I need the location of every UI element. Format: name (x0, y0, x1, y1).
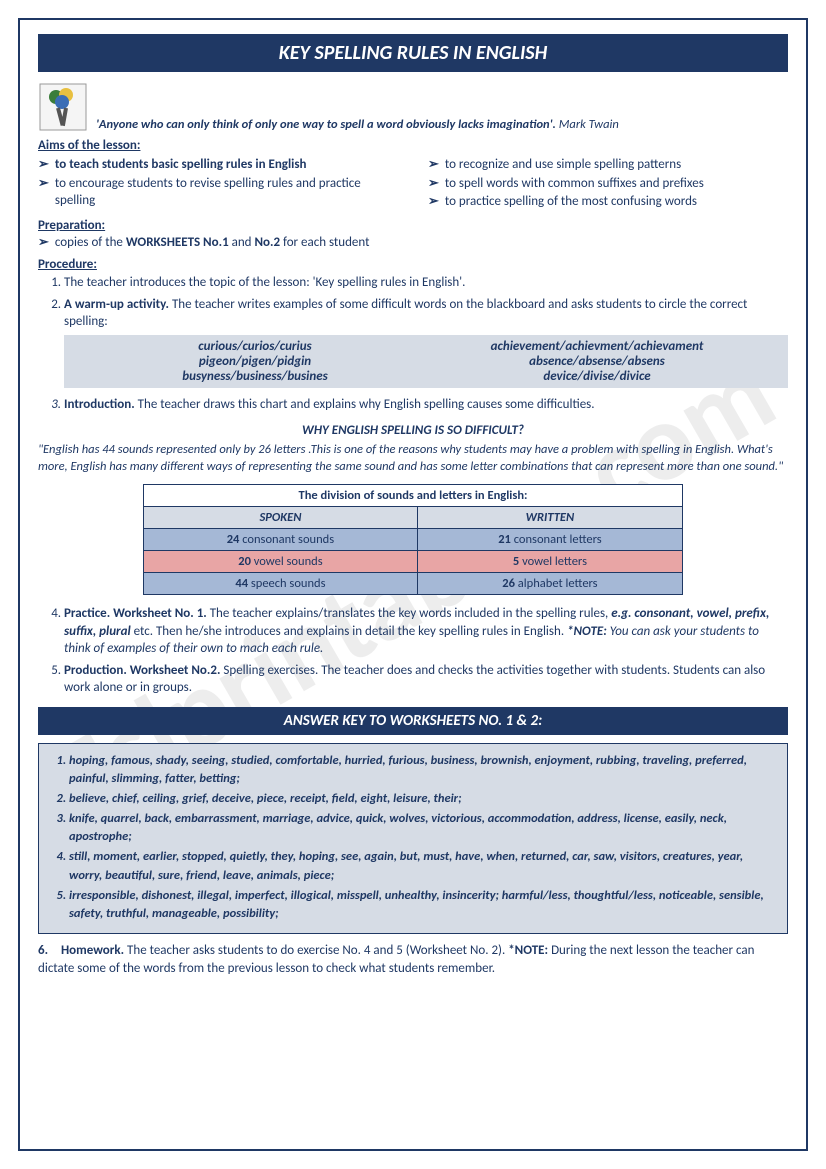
cell-txt: vowel sounds (251, 554, 323, 569)
aim-item: to spell words with common suffixes and … (445, 175, 704, 193)
answer-item: irresponsible, dishonest, illegal, imper… (69, 887, 777, 923)
hw-title: Homework. (61, 943, 124, 958)
cell-num: 24 (227, 532, 240, 547)
col-spoken: SPOKEN (144, 507, 418, 529)
aim-item: to recognize and use simple spelling pat… (445, 156, 681, 174)
proc-step-5: Production. Worksheet No.2. Spelling exe… (64, 662, 788, 697)
prep-post: for each student (280, 235, 369, 250)
aim-item: to encourage students to revise spelling… (55, 175, 398, 210)
step4-note-b: *NOTE: (567, 624, 607, 639)
step4-text2: etc. Then he/she introduces and explains… (131, 624, 567, 639)
cell-txt: alphabet letters (515, 576, 598, 591)
proc-label: Procedure: (38, 257, 788, 272)
arrow-icon: ➢ (428, 175, 439, 193)
hw-num: 6. (38, 942, 58, 960)
table-row: 44 speech sounds 26 alphabet letters (144, 573, 683, 595)
cell-num: 26 (502, 576, 515, 591)
cell-txt: consonant sounds (239, 532, 334, 547)
answer-item: still, moment, earlier, stopped, quietly… (69, 848, 777, 884)
proc-step-3: Introduction. The teacher draws this cha… (64, 396, 788, 414)
prep-mid: and (229, 235, 255, 250)
prep-text: copies of the WORKSHEETS No.1 and No.2 f… (55, 234, 370, 252)
hw-text: The teacher asks students to do exercise… (124, 943, 508, 958)
sounds-table: The division of sounds and letters in En… (143, 484, 683, 595)
procedure-list-2: Introduction. The teacher draws this cha… (38, 396, 788, 414)
warmup-item: curious/curios/curius (84, 339, 426, 354)
aims-grid: ➢ to teach students basic spelling rules … (38, 155, 788, 212)
warmup-left: curious/curios/curius pigeon/pigen/pidgi… (84, 339, 426, 384)
arrow-icon: ➢ (38, 234, 49, 252)
col-written: WRITTEN (417, 507, 682, 529)
step3-title: Introduction. (64, 397, 135, 412)
prep-b1: WORKSHEETS No.1 (126, 235, 229, 250)
warmup-item: device/divise/divice (426, 369, 768, 384)
answer-item: knife, quarrel, back, embarrassment, mar… (69, 810, 777, 846)
procedure-list-3: Practice. Worksheet No. 1. The teacher e… (38, 605, 788, 697)
proc-step-1: The teacher introduces the topic of the … (64, 274, 788, 292)
arrow-icon: ➢ (428, 193, 439, 211)
keys-icon (38, 82, 88, 132)
cell-txt: vowel letters (519, 554, 587, 569)
document-content: KEY SPELLING RULES IN ENGLISH 'Anyone wh… (38, 34, 788, 977)
why-text: "English has 44 sounds represented only … (38, 442, 788, 476)
step4-title: Practice. Worksheet No. 1. (64, 606, 207, 621)
answer-box: hoping, famous, shady, seeing, studied, … (38, 743, 788, 934)
answer-item: hoping, famous, shady, seeing, studied, … (69, 752, 777, 788)
arrow-icon: ➢ (38, 175, 49, 193)
quote-author: Mark Twain (559, 117, 619, 132)
proc-step-4: Practice. Worksheet No. 1. The teacher e… (64, 605, 788, 658)
cell-num: 44 (235, 576, 248, 591)
warmup-item: pigeon/pigen/pidgin (84, 354, 426, 369)
arrow-icon: ➢ (428, 156, 439, 174)
table-row: 24 consonant sounds 21 consonant letters (144, 529, 683, 551)
warmup-item: busyness/business/busines (84, 369, 426, 384)
hw-note-b: *NOTE: (508, 943, 548, 958)
aims-label: Aims of the lesson: (38, 138, 788, 153)
quote-text: 'Anyone who can only think of only one w… (96, 117, 619, 132)
warmup-box: curious/curios/curius pigeon/pigen/pidgi… (64, 335, 788, 388)
step4-text: The teacher explains/translates the key … (207, 606, 611, 621)
answer-key-title: ANSWER KEY TO WORKSHEETS NO. 1 & 2: (38, 707, 788, 735)
table-title: The division of sounds and letters in En… (144, 485, 683, 507)
arrow-icon: ➢ (38, 156, 49, 174)
homework-row: 6. Homework. The teacher asks students t… (38, 942, 788, 977)
table-row: 20 vowel sounds 5 vowel letters (144, 551, 683, 573)
step2-title: A warm-up activity. (64, 297, 169, 312)
quote-body: 'Anyone who can only think of only one w… (96, 117, 556, 132)
warmup-right: achievement/achievment/achievament absen… (426, 339, 768, 384)
cell-txt: consonant letters (511, 532, 602, 547)
step5-title: Production. Worksheet No.2. (64, 663, 220, 678)
quote-row: 'Anyone who can only think of only one w… (38, 82, 788, 132)
cell-num: 21 (498, 532, 511, 547)
prep-label: Preparation: (38, 218, 788, 233)
aim-item: to teach students basic spelling rules i… (55, 156, 307, 174)
page-title: KEY SPELLING RULES IN ENGLISH (38, 34, 788, 72)
cell-num: 20 (238, 554, 251, 569)
procedure-list: The teacher introduces the topic of the … (38, 274, 788, 331)
aims-left: ➢ to teach students basic spelling rules … (38, 155, 398, 212)
warmup-item: absence/absense/absens (426, 354, 768, 369)
page-frame: Eslprintables.com KEY SPELLING RULES IN … (18, 18, 808, 1151)
why-title: WHY ENGLISH SPELLING IS SO DIFFICULT? (38, 423, 788, 438)
step3-text: The teacher draws this chart and explain… (135, 397, 595, 412)
warmup-item: achievement/achievment/achievament (426, 339, 768, 354)
proc-step-2: A warm-up activity. The teacher writes e… (64, 296, 788, 331)
prep-row: ➢ copies of the WORKSHEETS No.1 and No.2… (38, 234, 788, 252)
answer-list: hoping, famous, shady, seeing, studied, … (49, 752, 777, 923)
cell-txt: speech sounds (248, 576, 325, 591)
aims-right: ➢ to recognize and use simple spelling pa… (428, 155, 788, 212)
prep-b2: No.2 (254, 235, 280, 250)
prep-pre: copies of the (55, 235, 126, 250)
answer-item: believe, chief, ceiling, grief, deceive,… (69, 790, 777, 808)
aim-item: to practice spelling of the most confusi… (445, 193, 697, 211)
